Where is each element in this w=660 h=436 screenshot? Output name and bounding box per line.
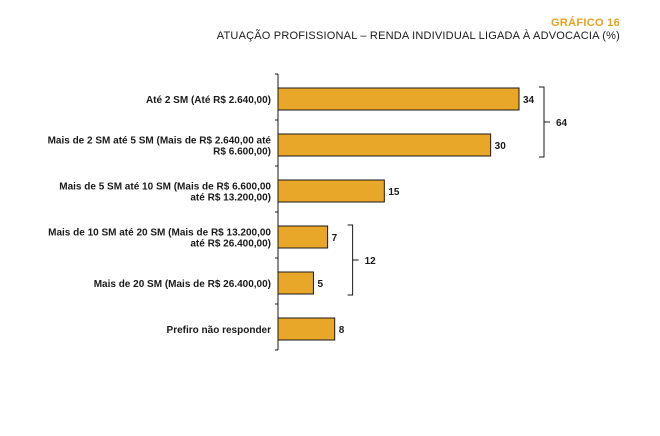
bar: [277, 317, 336, 341]
group-total-label: 64: [556, 118, 568, 129]
bar: [277, 271, 314, 295]
chart-title: ATUAÇÃO PROFISSIONAL – RENDA INDIVIDUAL …: [216, 30, 620, 42]
bar: [277, 87, 520, 111]
data-label: 8: [339, 325, 345, 336]
group-total-label: 12: [365, 256, 377, 267]
category-label: Mais de 20 SM (Mais de R$ 26.400,00): [94, 279, 271, 290]
bar: [277, 179, 385, 203]
data-label: 15: [388, 187, 400, 198]
group-bracket: [539, 86, 550, 158]
data-label: 7: [332, 233, 338, 244]
bar: [277, 133, 492, 157]
group-bracket: [347, 224, 359, 296]
data-label: 5: [317, 279, 323, 290]
category-label: R$ 6.600,00): [213, 147, 271, 158]
category-label: Até 2 SM (Até R$ 2.640,00): [146, 95, 271, 106]
data-label: 34: [523, 95, 535, 106]
category-label: Prefiro não responder: [167, 325, 272, 336]
category-label: Mais de 10 SM até 20 SM (Mais de R$ 13.2…: [48, 228, 271, 239]
category-label: Mais de 5 SM até 10 SM (Mais de R$ 6.600…: [59, 182, 271, 193]
figure-label: GRÁFICO 16: [550, 17, 620, 29]
category-label: Mais de 2 SM até 5 SM (Mais de R$ 2.640,…: [48, 136, 272, 147]
data-label: 30: [495, 141, 507, 152]
category-label: até R$ 13.200,00): [190, 193, 271, 204]
bar: [277, 225, 329, 249]
category-label: até R$ 26.400,00): [190, 239, 271, 250]
